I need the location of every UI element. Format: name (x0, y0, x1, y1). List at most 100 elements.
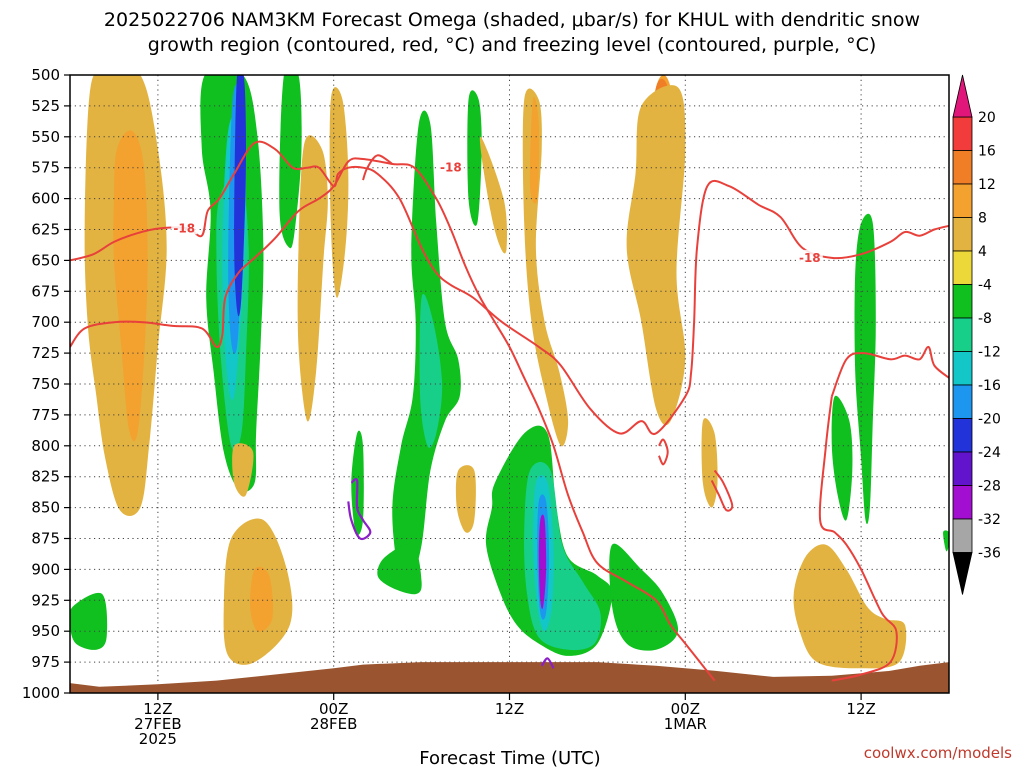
y-tick-label: 700 (31, 313, 60, 331)
omega-region (467, 90, 482, 226)
colorbar-tick-label: -8 (978, 311, 992, 327)
y-tick-label: 750 (31, 375, 60, 393)
colorbar-tick-label: 16 (978, 144, 996, 160)
dgz-contour-line (657, 438, 669, 466)
colorbar-tick-label: -20 (978, 412, 1001, 428)
freezing-contour-line (347, 477, 372, 541)
colorbar-bin (952, 150, 973, 185)
y-tick-label: 550 (31, 128, 60, 146)
dgz-contour-line (362, 154, 393, 181)
colorbar-tick-label: -24 (978, 445, 1001, 461)
omega-region (250, 566, 273, 632)
omega-region (234, 75, 246, 317)
x-tick-label: 12Z (143, 700, 172, 718)
y-tick-label: 925 (31, 591, 60, 609)
x-tick-label: 12Z (495, 700, 524, 718)
colorbar-tick-label: -4 (978, 278, 992, 294)
colorbar-top-arrow (952, 74, 973, 118)
omega-region (329, 87, 349, 298)
colorbar-bin (952, 183, 973, 218)
y-tick-label: 950 (31, 622, 60, 640)
x-axis-title: Forecast Time (UTC) (419, 748, 600, 768)
dgz-contour-label: -18 (799, 251, 821, 265)
colorbar-tick-label: -16 (978, 378, 1001, 394)
y-tick-label: 825 (31, 468, 60, 486)
colorbar-tick-label: -12 (978, 345, 1001, 361)
omega-region (609, 543, 679, 651)
omega-region (377, 543, 422, 595)
dgz-contour-line (70, 140, 949, 436)
omega-region (455, 465, 476, 533)
chart-title-line2: growth region (contoured, red, °C) and f… (148, 34, 877, 56)
omega-region (232, 443, 254, 497)
y-tick-label: 625 (31, 221, 60, 239)
x-tick-label: 2025 (139, 730, 177, 748)
colorbar: 20 16 12 8 4 -4 -8 -12 -16 -20 -24 -28 -32 -36 (952, 74, 1001, 595)
omega-shading (70, 75, 949, 669)
omega-region (479, 136, 508, 254)
contours: -18 -18 -18 (70, 140, 949, 682)
x-tick-label: 00Z (671, 700, 700, 718)
y-tick-label: 675 (31, 282, 60, 300)
colorbar-tick-label: -36 (978, 546, 1001, 562)
dgz-contour-line (70, 157, 716, 682)
colorbar-tick-label: 12 (978, 177, 996, 193)
colorbar-tick-label: 8 (978, 211, 987, 227)
colorbar-bin (952, 451, 973, 486)
colorbar-bin (952, 250, 973, 285)
dgz-contour-label-bg (796, 249, 823, 264)
omega-region (70, 592, 108, 650)
colorbar-bin (952, 116, 973, 151)
colorbar-bottom-arrow (952, 552, 973, 595)
dgz-contour-line (830, 345, 949, 397)
y-tick-label: 775 (31, 406, 60, 424)
y-tick-label: 650 (31, 251, 60, 269)
colorbar-bin (952, 485, 973, 520)
y-tick-label: 875 (31, 530, 60, 548)
y-tick-label: 575 (31, 159, 60, 177)
colorbar-tick-label: -28 (978, 479, 1001, 495)
colorbar-bin (952, 351, 973, 386)
colorbar-tick-label: 4 (978, 244, 987, 260)
colorbar-bin (952, 217, 973, 252)
dgz-contour-label-bg (171, 220, 198, 235)
y-tick-label: 1000 (22, 684, 60, 702)
omega-region (113, 130, 148, 442)
y-tick-label: 600 (31, 190, 60, 208)
dgz-contour-label: -18 (440, 161, 462, 175)
x-tick-label: 00Z (319, 700, 348, 718)
omega-region (529, 96, 540, 204)
y-tick-label: 800 (31, 437, 60, 455)
dgz-contour-line (818, 396, 898, 682)
dgz-contour-line (710, 469, 734, 512)
omega-region (943, 530, 949, 552)
y-tick-label: 975 (31, 653, 60, 671)
omega-region (626, 85, 686, 426)
omega-region (831, 395, 853, 521)
credit-text: coolwx.com/models (864, 744, 1012, 762)
y-tick-label: 900 (31, 560, 60, 578)
y-axis: 500 525 550 575 600 625 650 675 700 725 750 775 800 8… (22, 66, 70, 702)
colorbar-bin (952, 518, 973, 553)
chart-title-line1: 2025022706 NAM3KM Forecast Omega (shaded… (104, 9, 920, 31)
x-tick-label: 1MAR (664, 715, 707, 733)
y-tick-label: 725 (31, 344, 60, 362)
y-tick-label: 850 (31, 499, 60, 517)
terrain (70, 662, 949, 693)
x-tick-label: 12Z (846, 700, 875, 718)
colorbar-bin (952, 317, 973, 352)
plot-area: -18 -18 -18 (70, 75, 949, 693)
colorbar-bin (952, 284, 973, 319)
x-tick-label: 28FEB (310, 715, 357, 733)
colorbar-tick-label: -32 (978, 512, 1001, 528)
omega-region (854, 213, 876, 525)
colorbar-tick-label: 20 (978, 110, 996, 126)
omega-region (793, 544, 907, 669)
dgz-contour-label-bg (437, 159, 464, 174)
freezing-contour-line (540, 657, 555, 669)
dgz-contour-label: -18 (173, 221, 195, 235)
y-tick-label: 500 (31, 66, 60, 84)
omega-region (279, 75, 302, 249)
